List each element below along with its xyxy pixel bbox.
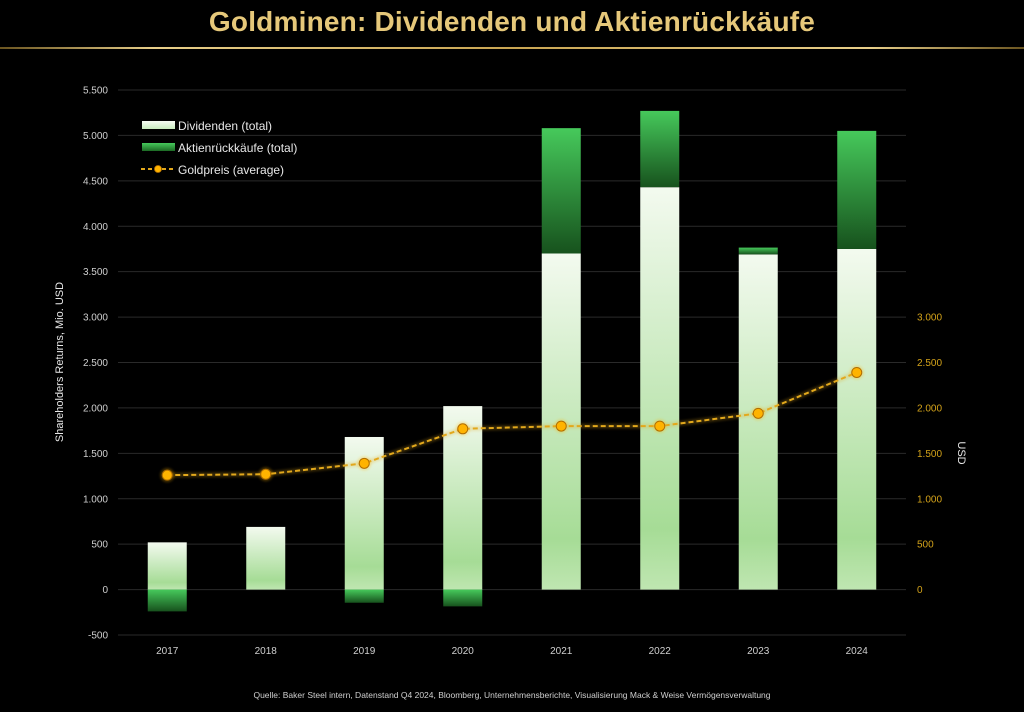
x-tick-label: 2022	[649, 646, 672, 657]
y2-axis-label: USD	[955, 441, 967, 464]
legend: Dividenden (total) Aktienrückkäufe (tota…	[141, 119, 297, 177]
y2-tick-label: 1.500	[917, 449, 942, 460]
gold-marker	[161, 469, 173, 481]
y-tick-label: 3.500	[83, 267, 108, 278]
y2-tick-label: 3.000	[917, 313, 942, 324]
x-tick-label: 2021	[550, 646, 573, 657]
bar-buybacks	[541, 128, 581, 254]
bar-dividends	[246, 526, 286, 590]
y-tick-label: 1.500	[83, 449, 108, 460]
y-tick-label: 1.000	[83, 494, 108, 505]
y-tick-label: 500	[91, 540, 108, 551]
legend-label-gold: Goldpreis (average)	[178, 163, 284, 177]
bar-buybacks	[640, 110, 680, 188]
bar-buybacks	[147, 589, 187, 612]
bar-dividends	[640, 187, 680, 590]
bar-dividends	[837, 248, 877, 590]
bar-dividends	[443, 406, 483, 590]
gold-marker	[555, 420, 567, 432]
y-tick-label: 2.000	[83, 403, 108, 414]
y-axis-right: 0 500 1.000 1.500 2.000 2.500 3.000	[917, 313, 942, 596]
source-note: Quelle: Baker Steel intern, Datenstand Q…	[253, 690, 771, 700]
y-tick-label: 4.000	[83, 222, 108, 233]
y-axis-left: -500 0 500 1.000 1.500 2.000 2.500 3.000 3.500 4.…	[83, 86, 108, 642]
bar-buybacks	[344, 589, 384, 603]
gold-marker	[457, 423, 469, 435]
title-divider	[0, 47, 1024, 49]
legend-label-buybacks: Aktienrückkäufe (total)	[178, 141, 297, 155]
x-axis: 2017 2018 2019 2020 2021 2022 2023 2024	[156, 646, 868, 657]
gold-price-line	[160, 365, 864, 483]
x-tick-label: 2017	[156, 646, 179, 657]
legend-swatch-gold-marker	[154, 165, 162, 173]
bar-buybacks	[443, 589, 483, 607]
gold-marker	[851, 366, 863, 378]
y-tick-label: -500	[88, 631, 108, 642]
bar-dividends	[147, 542, 187, 590]
x-tick-label: 2019	[353, 646, 376, 657]
x-tick-label: 2020	[452, 646, 475, 657]
y-tick-label: 2.500	[83, 358, 108, 369]
chart-title: Goldminen: Dividenden und Aktienrückkäuf…	[208, 6, 816, 37]
bar-buybacks	[738, 247, 778, 255]
gold-marker	[358, 457, 370, 469]
legend-swatch-dividends	[142, 121, 175, 129]
y2-tick-label: 0	[917, 585, 923, 596]
y-tick-label: 0	[102, 585, 108, 596]
gold-marker	[752, 407, 764, 419]
gold-marker	[260, 468, 272, 480]
bar-dividends	[738, 254, 778, 590]
gold-marker	[654, 420, 666, 432]
y-axis-label: Shareholders Returns, Mio. USD	[54, 282, 66, 442]
gold-line	[167, 371, 858, 477]
bar-buybacks	[837, 130, 877, 249]
y-tick-label: 3.000	[83, 313, 108, 324]
y2-tick-label: 2.500	[917, 358, 942, 369]
x-tick-label: 2018	[255, 646, 278, 657]
y-tick-label: 5.500	[83, 86, 108, 97]
bars	[147, 110, 877, 612]
y2-tick-label: 1.000	[917, 494, 942, 505]
y2-tick-label: 500	[917, 540, 934, 551]
x-tick-label: 2024	[846, 646, 869, 657]
legend-swatch-buybacks	[142, 143, 175, 151]
y-tick-label: 4.500	[83, 176, 108, 187]
legend-label-dividends: Dividenden (total)	[178, 119, 272, 133]
y2-tick-label: 2.000	[917, 403, 942, 414]
y-tick-label: 5.000	[83, 131, 108, 142]
x-tick-label: 2023	[747, 646, 770, 657]
